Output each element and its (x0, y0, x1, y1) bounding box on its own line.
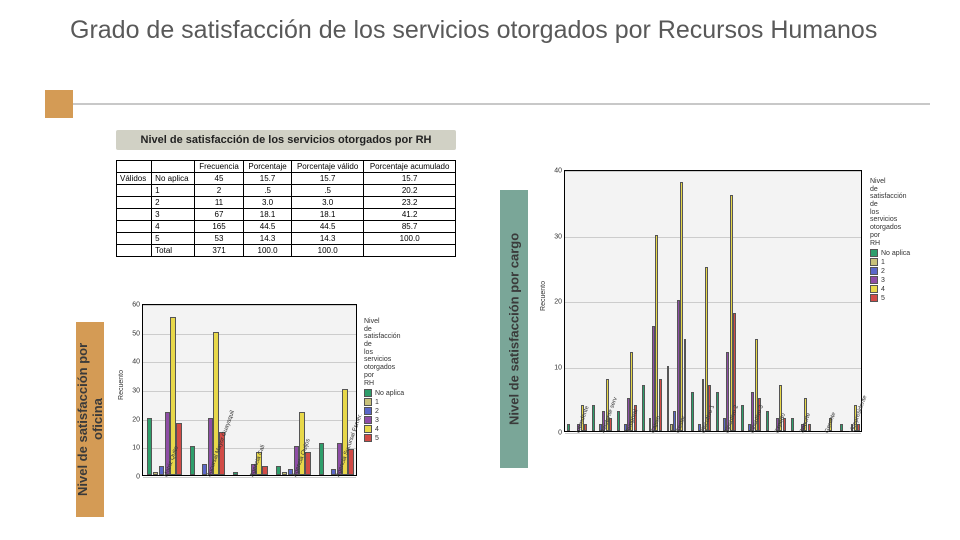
bar (667, 366, 670, 432)
chart-cargo: 010203040IntendenteAsistente servTempora… (536, 164, 936, 492)
legend-item: 4 (870, 285, 910, 293)
x-tick: Gerente (824, 412, 837, 434)
legend-title: Niveldesatisfaccióndelosserviciosotorgad… (870, 178, 910, 247)
bar (276, 466, 281, 475)
y-tick: 40 (554, 168, 562, 175)
bar (319, 443, 324, 475)
bar (642, 385, 645, 431)
bar (262, 466, 267, 475)
bar (808, 424, 811, 431)
table-header: Porcentaje (244, 161, 292, 173)
title-accent (45, 90, 73, 118)
legend-item: No aplica (364, 389, 404, 397)
y-axis-label: Recuento (540, 281, 547, 311)
bar (584, 424, 587, 431)
oficina-label: Nivel de satisfacción por oficina (76, 322, 104, 517)
legend-item: 1 (870, 258, 910, 266)
cargo-label: Nivel de satisfacción por cargo (500, 190, 528, 468)
y-tick: 30 (554, 233, 562, 240)
legend-item: 1 (364, 398, 404, 406)
y-tick: 10 (132, 445, 140, 452)
y-tick: 40 (132, 359, 140, 366)
legend-title: Niveldesatisfaccióndelosserviciosotorgad… (364, 318, 404, 387)
frequency-table: FrecuenciaPorcentajePorcentaje válidoPor… (116, 160, 456, 257)
bar (617, 411, 620, 431)
y-tick: 20 (554, 299, 562, 306)
bar (840, 424, 843, 431)
bar (691, 392, 694, 431)
y-tick: 30 (132, 388, 140, 395)
y-tick: 0 (136, 474, 140, 481)
table-header (117, 161, 152, 173)
bar (567, 424, 570, 431)
bar (741, 405, 744, 431)
legend-item: 4 (364, 425, 404, 433)
table-title: Nivel de satisfacción de los servicios o… (116, 130, 456, 150)
legend-item: 2 (364, 407, 404, 415)
legend-item: 5 (364, 434, 404, 442)
bar (791, 418, 794, 431)
table-row: 55314.314.3100.0 (117, 233, 456, 245)
table-row: VálidosNo aplica4515.715.715.7 (117, 173, 456, 185)
legend-item: 2 (870, 267, 910, 275)
bar (153, 472, 158, 475)
bar (147, 418, 152, 475)
y-tick: 20 (132, 416, 140, 423)
y-tick: 10 (554, 364, 562, 371)
y-tick: 0 (558, 430, 562, 437)
table-row: 2113.03.023.2 (117, 197, 456, 209)
chart-oficina: 0102030405060Matriz QuitoSucursal Mayor … (112, 298, 432, 526)
bar (592, 405, 595, 431)
title-rule (73, 103, 930, 105)
legend-item: 5 (870, 294, 910, 302)
bar (716, 392, 719, 431)
bar (282, 472, 287, 475)
page-title: Grado de satisfacción de los servicios o… (0, 0, 960, 55)
table-row: 416544.544.585.7 (117, 221, 456, 233)
table-row: 36718.118.141.2 (117, 209, 456, 221)
table-header: Porcentaje acumulado (364, 161, 456, 173)
table-header: Porcentaje válido (291, 161, 363, 173)
bar (766, 411, 769, 431)
table-header (152, 161, 195, 173)
legend-item: 3 (364, 416, 404, 424)
bar (190, 446, 195, 475)
legend-item: 3 (870, 276, 910, 284)
table-row: 12.5.520.2 (117, 185, 456, 197)
table-row: Total371100.0100.0 (117, 245, 456, 257)
y-tick: 60 (132, 302, 140, 309)
bar (233, 472, 238, 475)
y-tick: 50 (132, 330, 140, 337)
legend-item: No aplica (870, 249, 910, 257)
y-axis-label: Recuento (118, 370, 125, 400)
table-header: Frecuencia (194, 161, 243, 173)
